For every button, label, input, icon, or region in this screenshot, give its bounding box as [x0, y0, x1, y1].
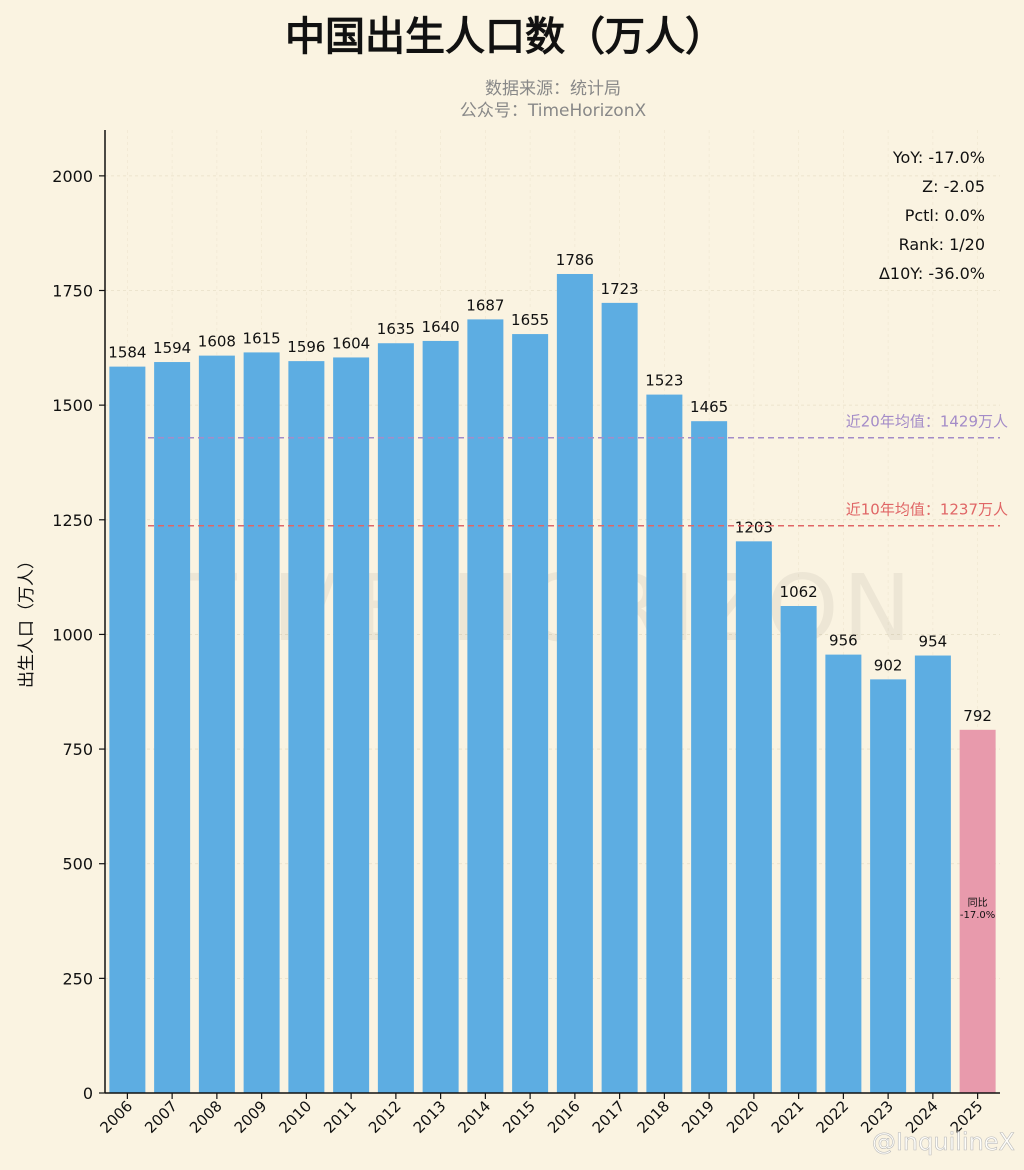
data-label-2025: 792: [963, 707, 992, 725]
y-tick-label: 1000: [52, 625, 93, 644]
bar-2020: [735, 541, 772, 1093]
bar-2022: [825, 654, 862, 1093]
stat-4: Δ10Y: -36.0%: [879, 264, 985, 283]
bar-2007: [154, 362, 191, 1094]
x-tick-label: 2013: [410, 1097, 450, 1137]
x-tick-label: 2019: [678, 1097, 718, 1137]
mean-line-label: 近10年均值：1237万人: [846, 501, 1008, 519]
x-tick-label: 2008: [186, 1097, 226, 1137]
x-tick-label: 2006: [96, 1097, 136, 1137]
stat-0: YoY: -17.0%: [892, 148, 985, 167]
stat-1: Z: -2.05: [922, 177, 985, 196]
x-tick-label: 2020: [723, 1097, 763, 1137]
y-axis-label: 出生人口（万人）: [17, 552, 37, 688]
chart-subtitle: 公众号：TimeHorizonX: [460, 101, 647, 121]
data-label-2018: 1523: [645, 372, 683, 390]
x-tick-label: 2016: [544, 1097, 584, 1137]
data-label-2010: 1596: [287, 338, 325, 356]
data-label-2012: 1635: [377, 320, 415, 338]
x-tick-label: 2022: [812, 1097, 852, 1137]
data-label-2011: 1604: [332, 334, 370, 352]
data-label-2015: 1655: [511, 311, 549, 329]
highlight-annotation: 同比: [968, 897, 988, 909]
chart-title: 中国出生人口数（万人）: [285, 14, 725, 60]
data-label-2006: 1584: [108, 344, 146, 362]
bar-2025: [959, 729, 996, 1093]
y-tick-label: 2000: [52, 167, 93, 186]
chart-subtitle: 数据来源：统计局: [485, 79, 621, 99]
bar-2015: [512, 334, 549, 1093]
y-tick-label: 1500: [52, 396, 93, 415]
x-tick-label: 2015: [499, 1097, 539, 1137]
data-label-2019: 1465: [690, 398, 728, 416]
bar-2009: [243, 352, 280, 1094]
bar-2023: [870, 679, 907, 1093]
bar-2021: [780, 605, 817, 1093]
y-tick-label: 0: [83, 1084, 93, 1103]
data-label-2022: 956: [829, 632, 858, 650]
x-tick-label: 2009: [231, 1097, 271, 1137]
data-label-2014: 1687: [466, 296, 504, 314]
x-tick-label: 2007: [141, 1097, 181, 1137]
x-tick-label: 2011: [320, 1097, 360, 1137]
bar-2012: [377, 343, 414, 1093]
x-tick-label: 2014: [454, 1097, 494, 1137]
bar-2017: [601, 302, 638, 1093]
data-label-2007: 1594: [153, 339, 191, 357]
stat-3: Rank: 1/20: [899, 235, 985, 254]
x-tick-label: 2021: [768, 1097, 808, 1137]
data-label-2016: 1786: [556, 251, 594, 269]
bar-2019: [691, 421, 728, 1093]
x-tick-label: 2010: [275, 1097, 315, 1137]
bar-2013: [422, 340, 459, 1093]
stat-2: Pctl: 0.0%: [905, 206, 985, 225]
data-label-2021: 1062: [780, 583, 818, 601]
data-label-2017: 1723: [601, 280, 639, 298]
y-tick-label: 1750: [52, 282, 93, 301]
data-label-2023: 902: [874, 656, 903, 674]
bar-2016: [556, 273, 593, 1093]
bar-2006: [109, 366, 146, 1093]
x-tick-label: 2018: [633, 1097, 673, 1137]
bar-2011: [333, 357, 370, 1093]
y-tick-label: 1250: [52, 511, 93, 530]
y-tick-label: 250: [62, 969, 93, 988]
y-tick-label: 750: [62, 740, 93, 759]
bar-2014: [467, 319, 504, 1093]
highlight-annotation: -17.0%: [960, 910, 995, 921]
bar-2008: [198, 355, 235, 1093]
data-label-2024: 954: [919, 633, 948, 651]
bar-2010: [288, 361, 325, 1093]
credit-watermark: @InquilineX: [872, 1128, 1015, 1156]
bar-2018: [646, 394, 683, 1093]
mean-line-label: 近20年均值：1429万人: [846, 413, 1008, 431]
x-tick-label: 2012: [365, 1097, 405, 1137]
y-tick-label: 500: [62, 855, 93, 874]
data-label-2009: 1615: [243, 329, 281, 347]
x-tick-label: 2017: [589, 1097, 629, 1137]
bar-2024: [914, 655, 951, 1093]
data-label-2013: 1640: [422, 318, 460, 336]
data-label-2020: 1203: [735, 518, 773, 536]
data-label-2008: 1608: [198, 333, 236, 351]
